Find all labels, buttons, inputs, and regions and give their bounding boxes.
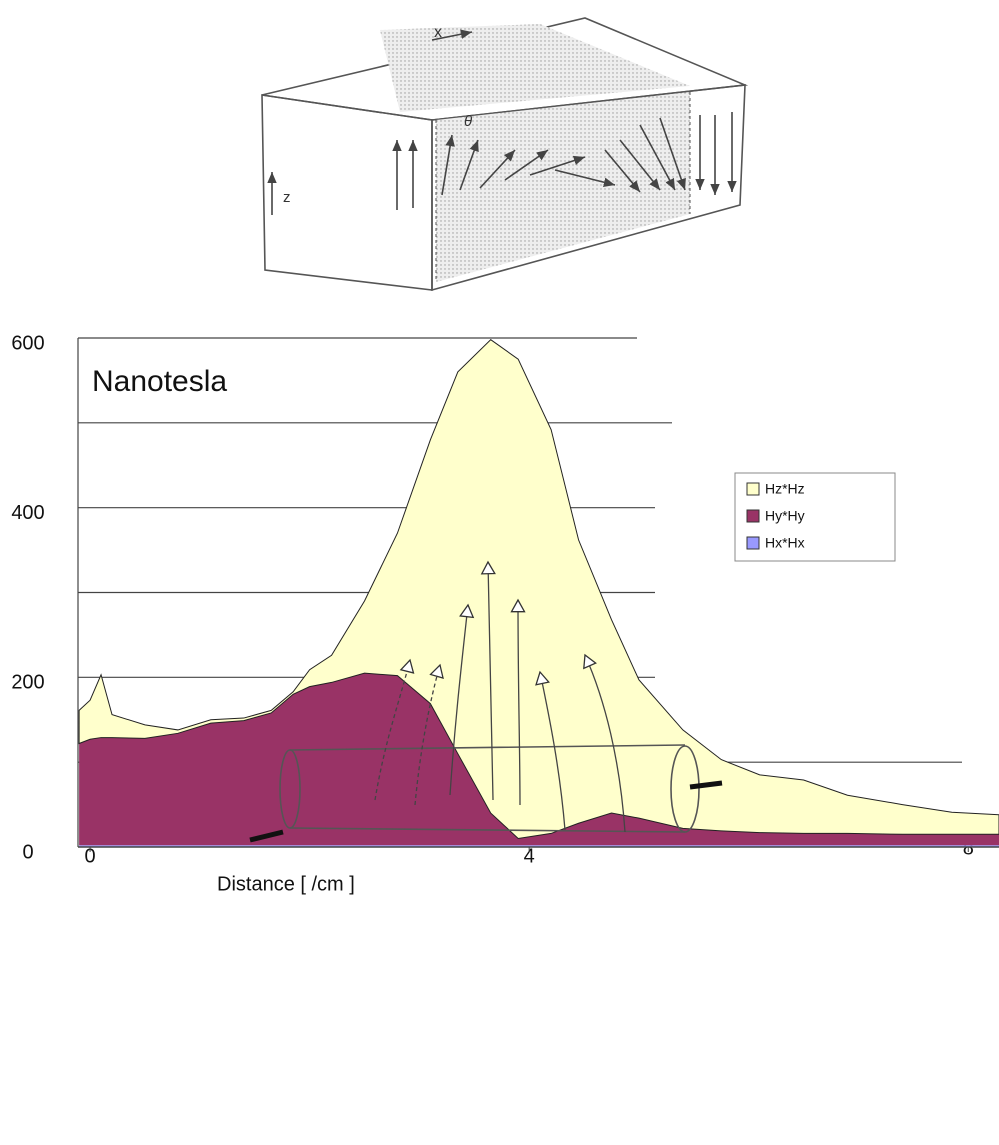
legend-swatch xyxy=(746,509,760,523)
cylinder-end xyxy=(670,745,700,833)
domain-wall-diagram: x θ z xyxy=(261,17,749,292)
axis-label: x xyxy=(434,24,442,41)
annotation: Nanotesla xyxy=(92,365,227,398)
legend-label: Hx*Hx xyxy=(765,535,805,551)
legend-label: Hy*Hy xyxy=(765,508,805,524)
area xyxy=(78,339,999,840)
cylinder-body xyxy=(289,744,686,833)
field-lines xyxy=(374,560,626,833)
legend: Hz*Hz Hy*Hy Hx*Hx xyxy=(734,472,896,562)
wire-sketch xyxy=(249,560,723,843)
x-tick-label: 0 xyxy=(85,845,96,867)
box-side xyxy=(431,84,746,292)
cylinder-end xyxy=(279,749,301,829)
legend-swatch xyxy=(746,536,760,550)
y-tick-label: 200 xyxy=(11,672,44,694)
wall-top xyxy=(380,24,690,112)
y-tick-label: 600 xyxy=(11,332,44,354)
legend-swatch xyxy=(746,482,760,496)
y-tick-label: 400 xyxy=(11,502,44,524)
x-axis-label: Distance [ /cm ] xyxy=(217,873,355,895)
area xyxy=(79,673,999,846)
wall-side xyxy=(436,92,690,282)
x-tick-label: 4 xyxy=(524,845,535,867)
lead xyxy=(249,829,284,843)
spin-arrows xyxy=(267,29,737,215)
legend-box xyxy=(734,472,896,562)
y-tick-label: 0 xyxy=(22,841,33,863)
lead xyxy=(689,780,723,790)
legend-label: Hz*Hz xyxy=(765,481,805,497)
axis-label: z xyxy=(283,189,291,206)
angle-label: θ xyxy=(464,113,472,130)
